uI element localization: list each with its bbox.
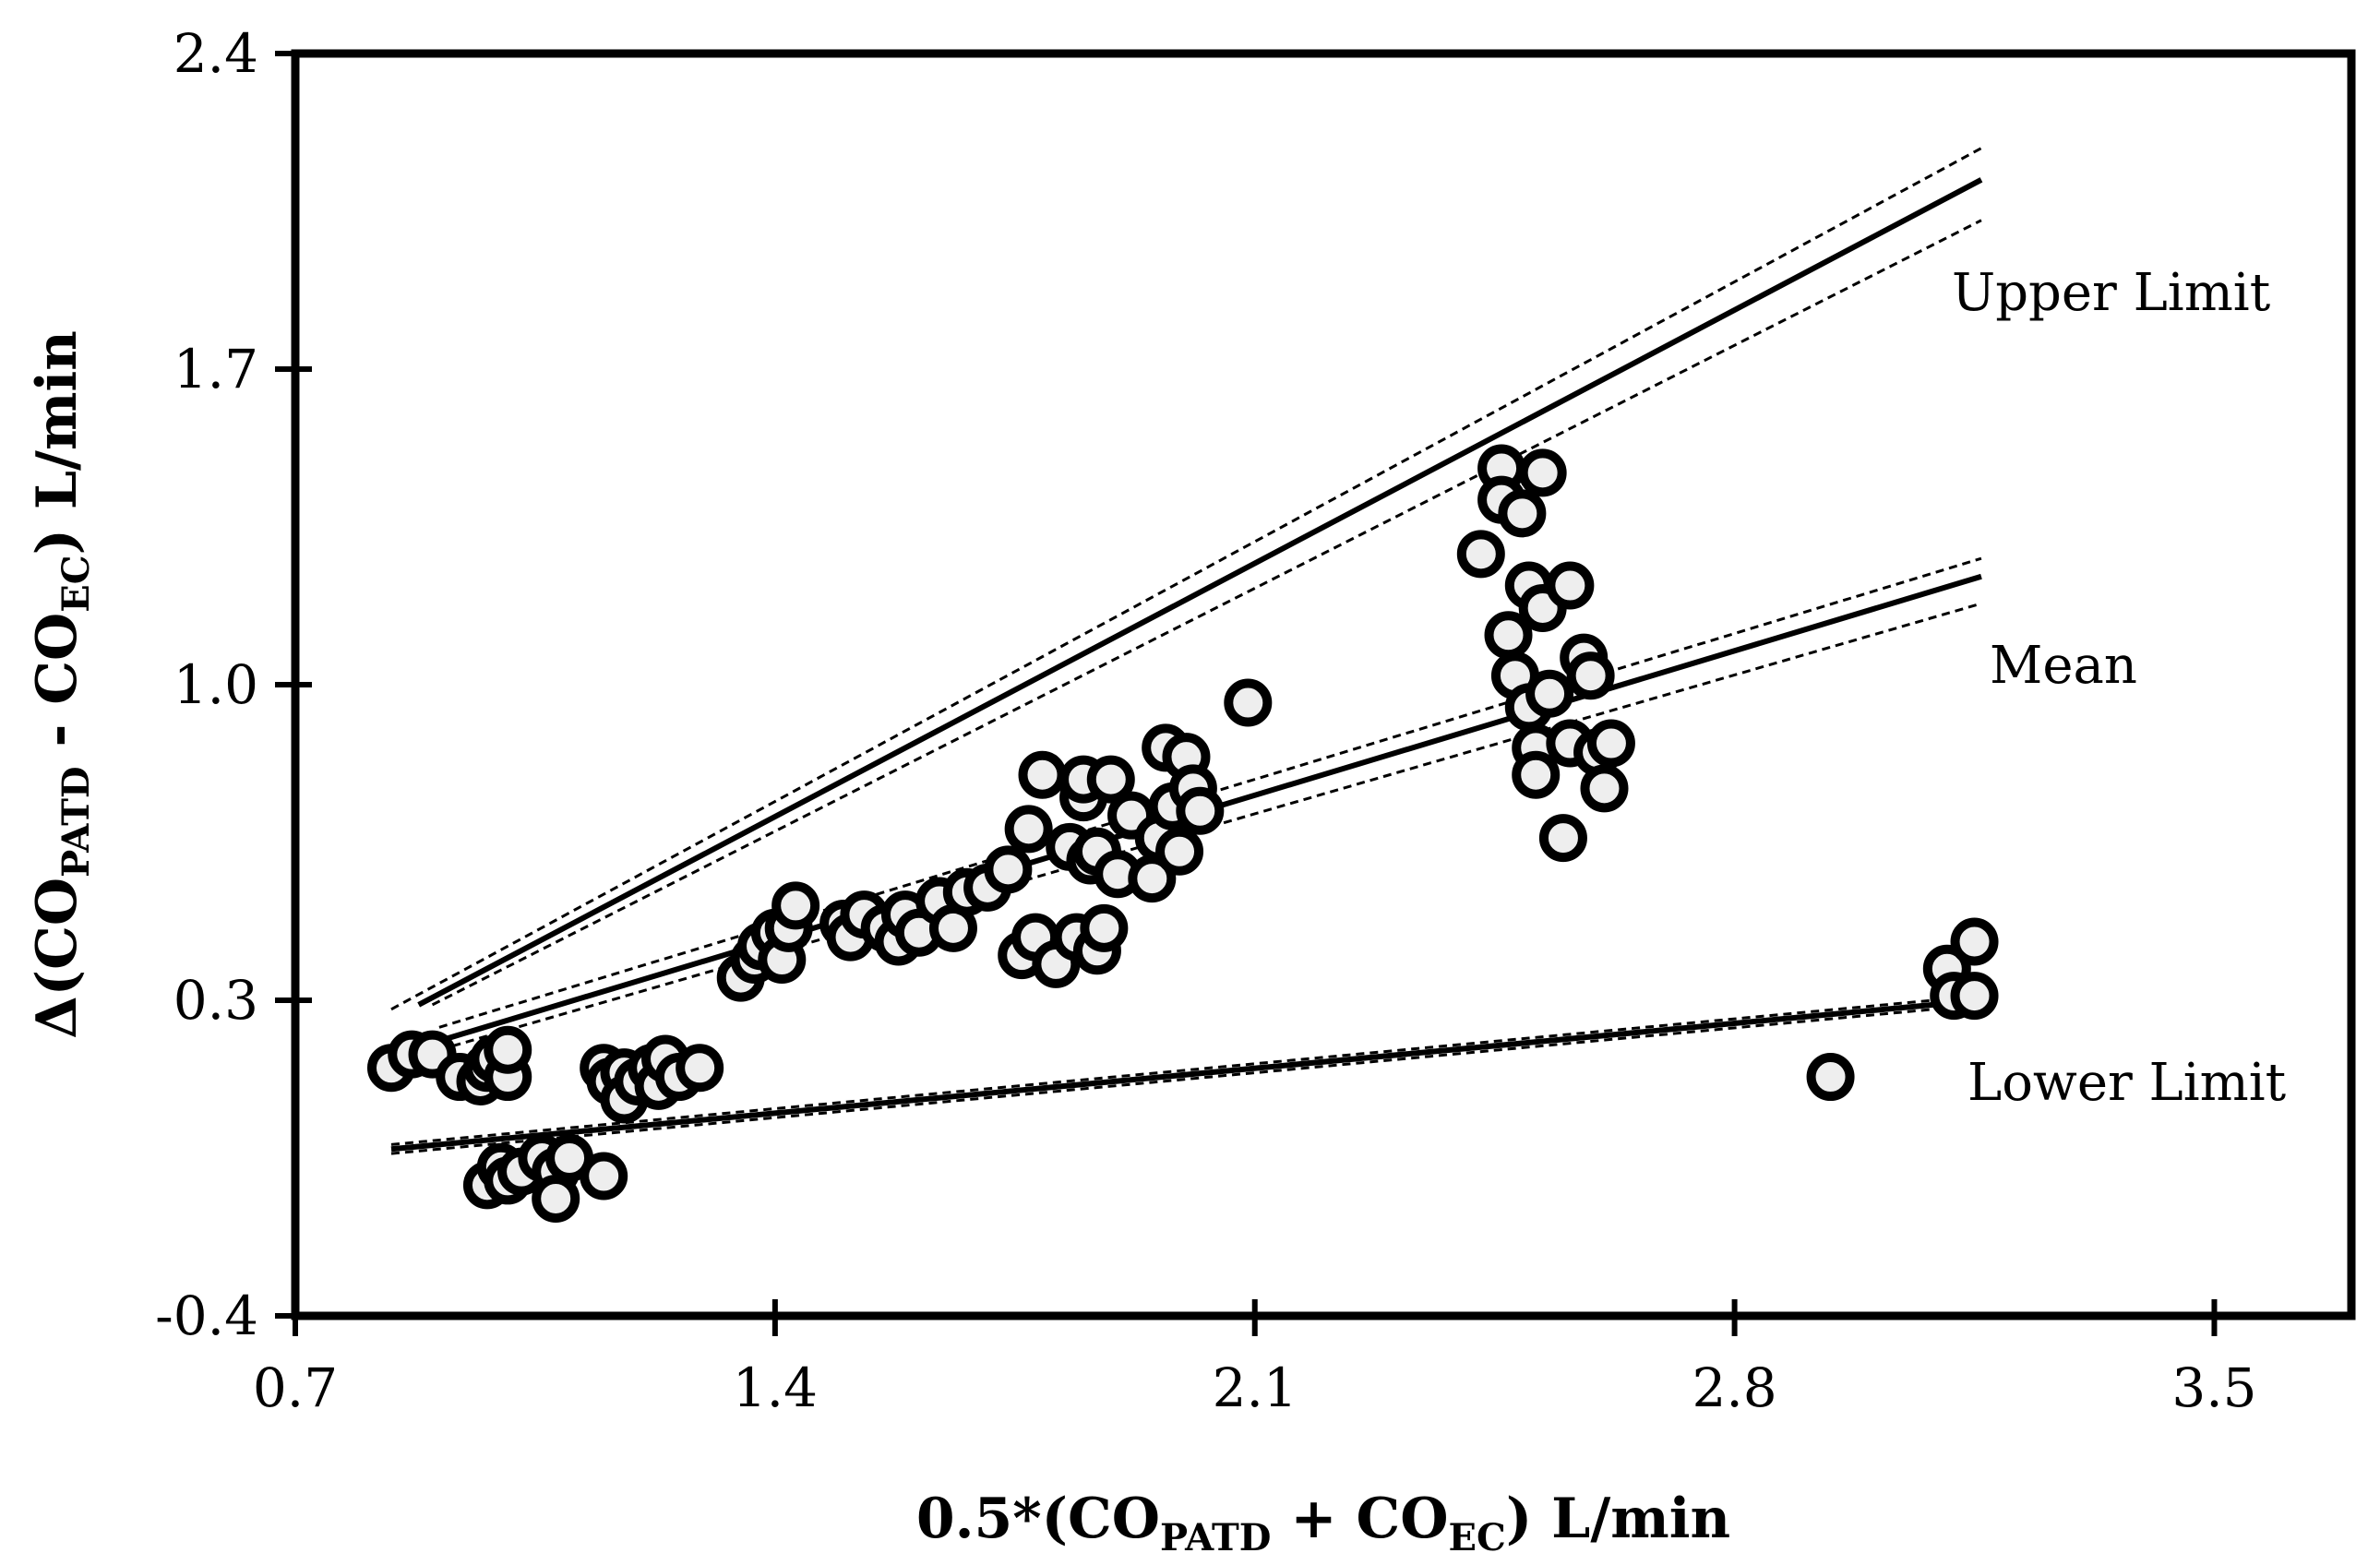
data-point — [1580, 764, 1629, 813]
line-upper-limit-ci-lower — [431, 219, 1982, 1007]
data-point — [984, 845, 1033, 894]
x-axis-title: 0.5*(COPATD + COEC) L/min — [916, 1487, 1730, 1559]
data-point — [1018, 750, 1067, 799]
x-tick-label: 2.8 — [1692, 1356, 1776, 1419]
data-point — [1950, 917, 1999, 966]
y-tick-label: 1.7 — [173, 338, 258, 400]
data-point — [1546, 561, 1595, 610]
data-point — [771, 881, 820, 930]
data-point — [1080, 903, 1129, 952]
data-point — [1155, 827, 1204, 876]
data-point — [1004, 805, 1053, 854]
data-point — [580, 1152, 628, 1201]
axis-ticks: 0.7 1.4 2.1 2.8 3.5 -0.4 0.3 1.0 1.7 2.4 — [155, 22, 2256, 1419]
lower-limit-label: Lower Limit — [1967, 1053, 2287, 1113]
y-tick-label: -0.4 — [155, 1284, 258, 1347]
data-point — [1498, 489, 1547, 538]
data-point — [1525, 669, 1574, 718]
data-point — [1806, 1053, 1855, 1102]
y-tick-label: 0.3 — [173, 969, 258, 1032]
line-lower-limit-ci-upper — [390, 994, 1982, 1146]
data-point — [1586, 719, 1635, 768]
data-points — [366, 444, 1999, 1223]
y-axis-title: Δ(COPATD - COEC) L/min — [25, 330, 98, 1039]
x-tick-label: 2.1 — [1213, 1356, 1298, 1419]
line-lower-limit-ci-lower — [390, 1003, 1982, 1155]
x-tick-label: 0.7 — [253, 1356, 338, 1419]
data-point — [1538, 814, 1587, 863]
data-point — [1512, 750, 1561, 799]
data-point — [1518, 448, 1567, 497]
data-point — [484, 1025, 532, 1074]
mean-label: Mean — [1990, 636, 2137, 696]
y-tick-label: 2.4 — [173, 22, 258, 85]
data-point — [1950, 972, 1999, 1021]
line-mean-ci-lower — [438, 602, 1982, 1052]
data-point — [1176, 786, 1225, 835]
line-upper-limit-ci-upper — [390, 147, 1982, 1011]
data-point — [1086, 755, 1135, 804]
x-tick-label: 1.4 — [733, 1356, 818, 1419]
y-tick-label: 1.0 — [173, 653, 258, 716]
upper-limit-label: Upper Limit — [1952, 263, 2271, 323]
data-point — [1566, 651, 1615, 700]
data-point — [676, 1044, 724, 1093]
data-point — [532, 1174, 580, 1223]
data-point — [1224, 678, 1273, 727]
line-upper-limit — [417, 177, 1983, 1008]
x-tick-label: 3.5 — [2171, 1356, 2256, 1419]
data-point — [1484, 611, 1533, 660]
line-lower-limit — [390, 998, 1982, 1153]
data-point — [1456, 530, 1505, 579]
